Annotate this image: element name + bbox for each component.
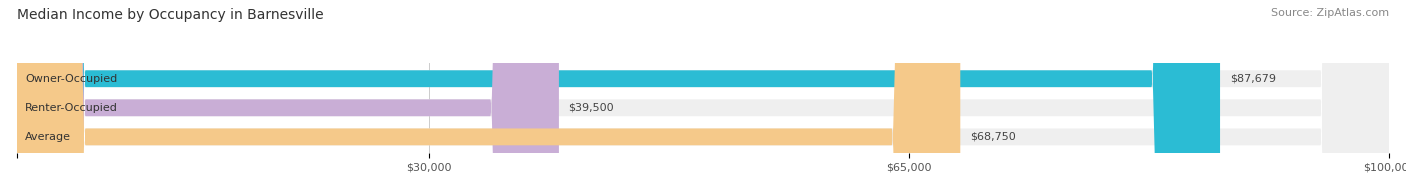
FancyBboxPatch shape bbox=[17, 0, 1389, 196]
FancyBboxPatch shape bbox=[17, 0, 1389, 196]
Text: Median Income by Occupancy in Barnesville: Median Income by Occupancy in Barnesvill… bbox=[17, 8, 323, 22]
Text: $87,679: $87,679 bbox=[1230, 74, 1275, 84]
FancyBboxPatch shape bbox=[17, 0, 1220, 196]
Text: Source: ZipAtlas.com: Source: ZipAtlas.com bbox=[1271, 8, 1389, 18]
FancyBboxPatch shape bbox=[17, 0, 1389, 196]
FancyBboxPatch shape bbox=[17, 0, 960, 196]
Text: Owner-Occupied: Owner-Occupied bbox=[25, 74, 117, 84]
Text: Renter-Occupied: Renter-Occupied bbox=[25, 103, 118, 113]
Text: $39,500: $39,500 bbox=[568, 103, 614, 113]
Text: $68,750: $68,750 bbox=[970, 132, 1015, 142]
FancyBboxPatch shape bbox=[17, 0, 560, 196]
Text: Average: Average bbox=[25, 132, 72, 142]
